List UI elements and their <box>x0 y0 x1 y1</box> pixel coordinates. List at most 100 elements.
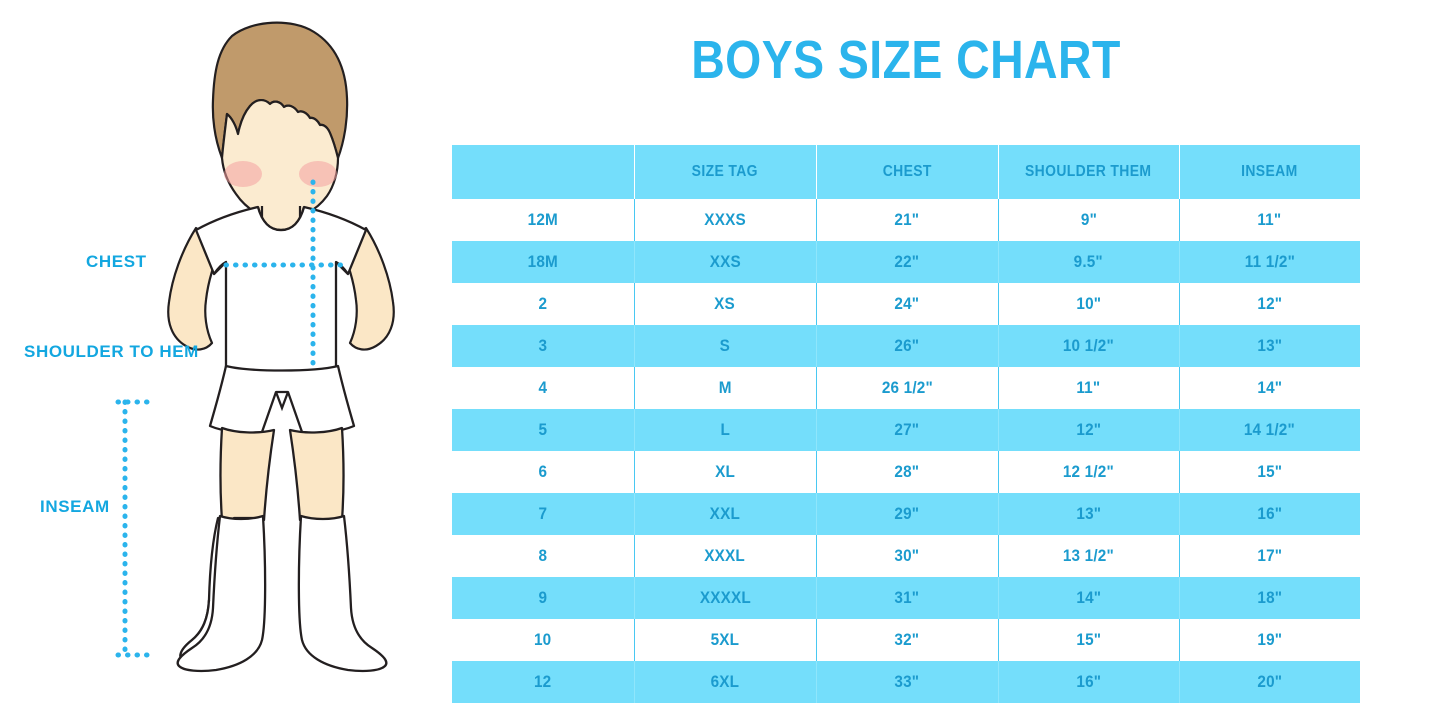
header-label-size-tag: SIZE TAG <box>691 163 759 180</box>
cell-chest: 27" <box>816 409 999 451</box>
cell-chest-value: 22" <box>894 252 920 271</box>
cell-size-value: 10 <box>534 630 552 649</box>
cell-chest-value: 21" <box>894 210 920 229</box>
cell-size: 7 <box>452 493 635 535</box>
cell-shoulder-value: 9.5" <box>1073 252 1104 271</box>
cell-chest: 22" <box>816 241 999 283</box>
shorts-shape <box>208 364 356 434</box>
cell-chest: 33" <box>816 661 999 703</box>
cell-inseam: 11 1/2" <box>1179 241 1360 283</box>
cell-chest: 29" <box>816 493 999 535</box>
cell-inseam: 20" <box>1179 661 1360 703</box>
cell-inseam-value: 17" <box>1257 546 1283 565</box>
blush-right-cheek <box>299 161 337 187</box>
cell-inseam-value: 20" <box>1257 672 1283 691</box>
cell-chest: 30" <box>816 535 999 577</box>
cell-shoulder: 12 1/2" <box>998 451 1180 493</box>
cell-inseam: 18" <box>1179 577 1360 619</box>
cell-shoulder: 15" <box>998 619 1180 661</box>
cell-chest-value: 24" <box>894 294 920 313</box>
cell-size: 8 <box>452 535 635 577</box>
cell-shoulder-value: 14" <box>1076 588 1101 607</box>
table-row: 3 S 26" 10 1/2" 13" <box>452 325 1360 367</box>
cell-chest-value: 31" <box>894 588 920 607</box>
tshirt-shape <box>194 205 368 374</box>
cell-shoulder-value: 12" <box>1076 420 1101 439</box>
cell-size-tag: M <box>634 367 817 409</box>
cell-size-value: 2 <box>538 294 548 313</box>
cell-size-value: 5 <box>538 420 548 439</box>
cell-inseam-value: 12" <box>1257 294 1283 313</box>
cell-chest: 32" <box>816 619 999 661</box>
cell-shoulder: 9" <box>998 199 1180 241</box>
cell-shoulder: 10" <box>998 283 1180 325</box>
cell-size-tag: XS <box>634 283 817 325</box>
cell-chest-value: 28" <box>894 462 920 481</box>
header-cell-shoulder: SHOULDER THEM <box>998 145 1180 199</box>
cell-inseam-value: 18" <box>1257 588 1283 607</box>
cell-inseam-value: 15" <box>1257 462 1283 481</box>
cell-size: 4 <box>452 367 635 409</box>
size-chart-table: SIZE TAG CHEST SHOULDER THEM INSEAM 12 M X… <box>452 145 1360 703</box>
table-row: 9 XXXXL 31" 14" 18" <box>452 577 1360 619</box>
header-cell-size-tag: SIZE TAG <box>634 145 817 199</box>
cell-size-value: 3 <box>538 336 548 355</box>
cell-size-tag: 6XL <box>634 661 817 703</box>
cell-chest-value: 30" <box>894 546 920 565</box>
table-row: 6 XL 28" 12 1/2" 15" <box>452 451 1360 493</box>
cell-size-value: 18M <box>527 252 558 271</box>
cell-shoulder-value: 9" <box>1080 210 1097 229</box>
table-row: 12 6XL 33" 16" 20" <box>452 661 1360 703</box>
cell-inseam: 16" <box>1179 493 1360 535</box>
cell-inseam: 17" <box>1179 535 1360 577</box>
cell-size-tag-value: XXXXL <box>699 588 751 607</box>
boy-figure-svg <box>115 21 395 673</box>
table-row: 18M XXS 22" 9.5" 11 1/2" <box>452 241 1360 283</box>
chest-measurement-label: CHEST <box>86 252 147 271</box>
cell-shoulder: 12" <box>998 409 1180 451</box>
header-label-shoulder: SHOULDER THEM <box>1025 163 1152 180</box>
cell-size-tag-value: XXS <box>709 252 741 271</box>
header-cell-inseam: INSEAM <box>1179 145 1360 199</box>
right-boot <box>297 514 388 673</box>
left-thigh-skin <box>219 426 276 522</box>
cell-chest: 26" <box>816 325 999 367</box>
cell-size-value: 9 <box>538 588 548 607</box>
table-row: 10 5XL 32" 15" 19" <box>452 619 1360 661</box>
table-row: 4 M 26 1/2" 11" 14" <box>452 367 1360 409</box>
header-label-chest: CHEST <box>882 163 932 180</box>
cell-size-tag-value: 5XL <box>710 630 740 649</box>
cell-inseam-value: 14 1/2" <box>1244 420 1296 439</box>
cell-size-value: 7 <box>538 504 548 523</box>
cell-size-tag: S <box>634 325 817 367</box>
cell-chest: 28" <box>816 451 999 493</box>
cell-shoulder-value: 13" <box>1076 504 1101 523</box>
table-row: 12M XXXS 21" 9" 11" <box>452 199 1360 241</box>
cell-size-tag: XXL <box>634 493 817 535</box>
table-header-row: SIZE TAG CHEST SHOULDER THEM INSEAM <box>452 145 1360 199</box>
cell-size-tag-value: XS <box>714 294 736 313</box>
cell-inseam: 14 1/2" <box>1179 409 1360 451</box>
cell-inseam-value: 11" <box>1257 210 1282 229</box>
cell-size-tag: L <box>634 409 817 451</box>
face-shape <box>220 99 340 221</box>
cell-chest-value: 27" <box>894 420 920 439</box>
cell-size: 6 <box>452 451 635 493</box>
shoulder-to-hem-measurement-label: SHOULDER TO HEM <box>24 342 199 361</box>
cell-size-value: 12 <box>534 672 552 691</box>
cell-chest: 26 1/2" <box>816 367 999 409</box>
cell-size-value: 6 <box>538 462 548 481</box>
cell-inseam: 14" <box>1179 367 1360 409</box>
cell-inseam-value: 13" <box>1257 336 1283 355</box>
cell-size-tag: XXXS <box>634 199 817 241</box>
cell-chest-value: 29" <box>894 504 920 523</box>
header-cell-size <box>452 145 635 199</box>
cell-size-tag: 5XL <box>634 619 817 661</box>
table-header: SIZE TAG CHEST SHOULDER THEM INSEAM <box>452 145 1360 199</box>
cell-chest: 31" <box>816 577 999 619</box>
table-row: 5 L 27" 12" 14 1/2" <box>452 409 1360 451</box>
inseam-measurement-label: INSEAM <box>40 497 110 516</box>
left-boot <box>176 514 267 673</box>
boy-figure-illustration: CHEST SHOULDER TO HEM INSEAM <box>0 0 440 723</box>
